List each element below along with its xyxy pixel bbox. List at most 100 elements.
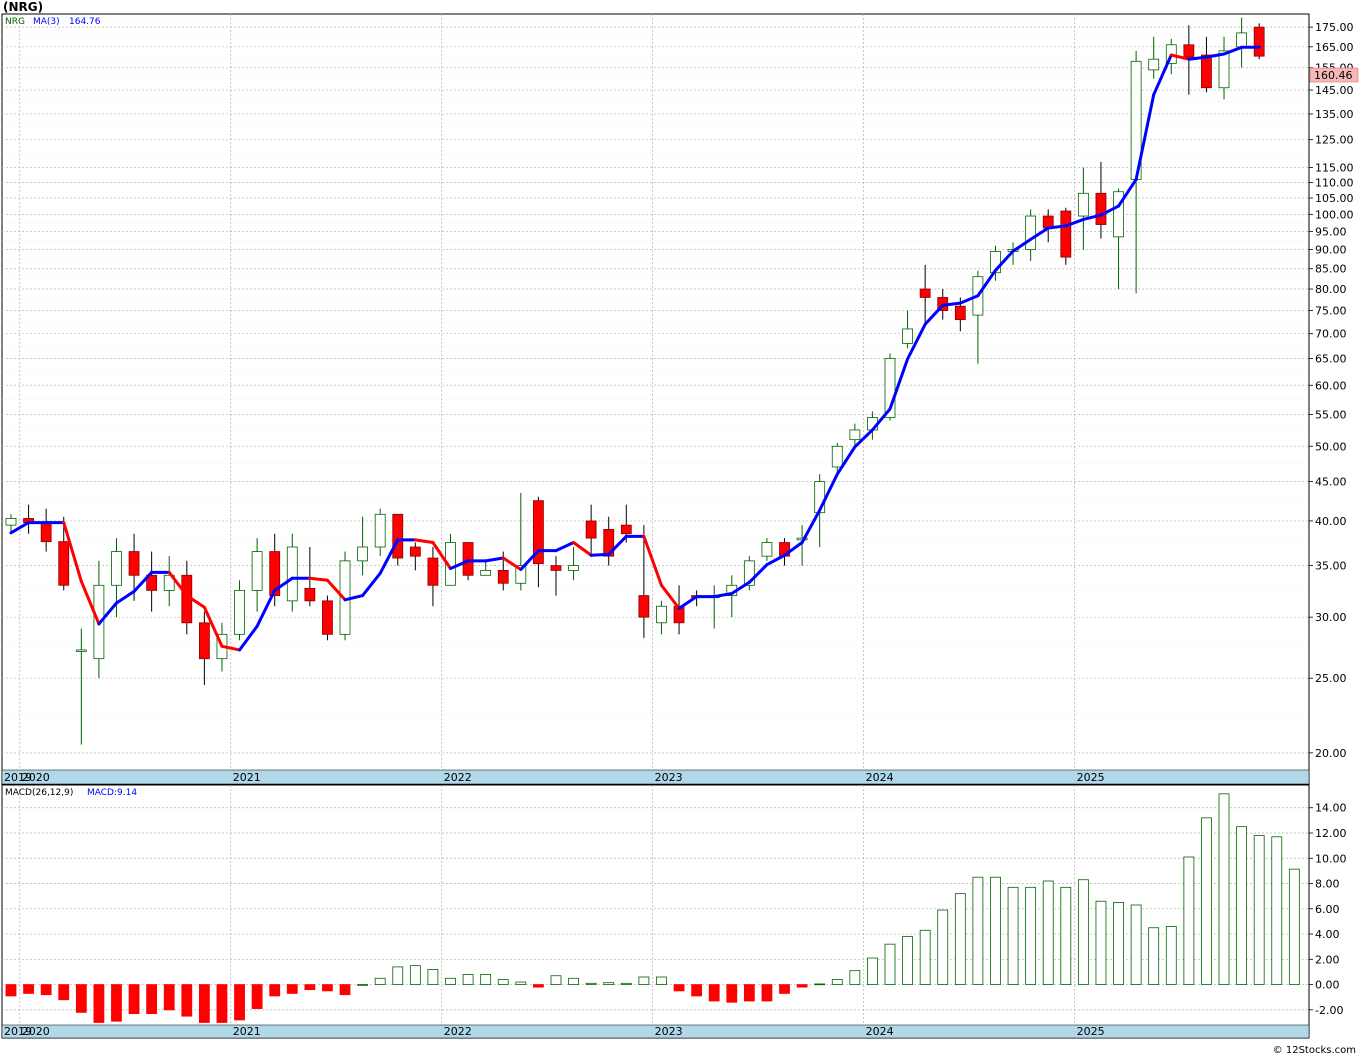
year-label: 2022 xyxy=(444,771,472,784)
macd-bar-positive xyxy=(1025,886,1037,985)
price-tick-label: 165.00 xyxy=(1315,41,1354,54)
candle-up xyxy=(357,546,369,562)
macd-y-axis: 14.00 12.00 10.00 8.00 6.00 4.00 2.00 0.00 -2.00 xyxy=(1309,802,1347,1017)
macd-bar-positive xyxy=(1042,880,1054,985)
macd-year-label: 2021 xyxy=(233,1025,261,1038)
ma-segment xyxy=(853,428,874,449)
macd-tick-label: -2.00 xyxy=(1315,1004,1343,1017)
ma-segment xyxy=(783,541,804,557)
price-tick-label: 85.00 xyxy=(1315,263,1347,276)
macd-bar-negative xyxy=(234,984,245,1021)
candle-down xyxy=(533,500,544,565)
price-tick-label: 35.00 xyxy=(1315,560,1347,573)
last-price-label: 160.46 xyxy=(1314,69,1353,82)
candle-up xyxy=(849,429,861,441)
price-tick-label: 125.00 xyxy=(1315,134,1354,147)
candle-up xyxy=(234,589,245,635)
macd-bar-negative xyxy=(779,984,790,994)
ma-segment xyxy=(800,508,822,545)
macd-legend-label: MACD(26,12,9) xyxy=(5,788,73,798)
macd-bar-negative xyxy=(304,984,316,991)
macd-bar-positive xyxy=(656,976,667,985)
macd-bar-negative xyxy=(93,984,105,1023)
macd-year-label: 2020 xyxy=(22,1025,50,1038)
ma-segment xyxy=(273,576,294,592)
candle-up xyxy=(111,551,122,586)
macd-bar-positive xyxy=(620,982,632,985)
ma-segment xyxy=(255,588,277,628)
macd-bar-positive xyxy=(480,974,492,985)
macd-bar-negative xyxy=(269,984,281,997)
ma-segment xyxy=(747,563,769,584)
macd-tick-label: 2.00 xyxy=(1315,953,1340,966)
ma-segment xyxy=(554,541,576,553)
macd-bar-negative xyxy=(673,984,685,992)
ma-segment xyxy=(835,445,857,476)
ma-segment xyxy=(765,553,787,567)
ma-segment xyxy=(97,601,118,626)
ma-segment xyxy=(607,534,628,556)
candle-up xyxy=(75,649,87,652)
year-label: 2021 xyxy=(233,771,261,784)
candle-down xyxy=(620,524,632,535)
ma-segment xyxy=(62,521,83,583)
macd-bar-positive xyxy=(638,976,650,985)
ma-segment xyxy=(501,556,523,571)
candle-down xyxy=(954,305,966,321)
macd-bar-positive xyxy=(814,983,826,986)
price-tick-label: 100.00 xyxy=(1315,208,1354,221)
macd-bar-positive xyxy=(1060,886,1072,985)
macd-bar-negative xyxy=(761,984,773,1002)
price-tick-label: 45.00 xyxy=(1315,476,1347,489)
macd-bar-positive xyxy=(1201,817,1212,985)
candle-down xyxy=(58,541,70,586)
candle-up xyxy=(743,560,755,586)
candle-down xyxy=(585,520,597,539)
year-label: 2023 xyxy=(655,771,683,784)
ma-segment xyxy=(9,521,31,535)
candle-up xyxy=(831,445,843,468)
ma-segment xyxy=(1169,53,1191,61)
year-label: 2024 xyxy=(866,771,894,784)
ma-segment xyxy=(413,538,435,545)
macd-tick-label: 12.00 xyxy=(1315,827,1347,840)
price-tick-label: 75.00 xyxy=(1315,305,1347,318)
macd-bar-positive xyxy=(550,975,562,985)
ma-segment xyxy=(712,592,734,599)
legend-symbol: NRG xyxy=(5,17,25,27)
macd-bar-positive xyxy=(902,936,913,985)
price-tick-label: 175.00 xyxy=(1315,21,1354,34)
ma-segment xyxy=(167,570,189,598)
macd-bar-positive xyxy=(1218,793,1230,985)
macd-bar-negative xyxy=(23,984,34,994)
price-tick-label: 50.00 xyxy=(1315,440,1347,453)
ma-segment xyxy=(730,580,751,596)
ma-segment xyxy=(519,549,540,571)
candle-down xyxy=(198,622,210,660)
price-tick-label: 135.00 xyxy=(1315,108,1354,121)
ma-segment xyxy=(1064,217,1085,228)
candle-down xyxy=(269,551,281,596)
macd-bar-positive xyxy=(585,982,597,985)
ma-segment xyxy=(79,579,101,626)
macd-tick-label: 4.00 xyxy=(1315,928,1340,941)
ma-segment xyxy=(1152,53,1173,97)
macd-bar-negative xyxy=(111,984,122,1022)
candle-down xyxy=(304,587,316,602)
macd-bar-negative xyxy=(743,984,755,1002)
price-tick-label: 25.00 xyxy=(1315,672,1347,685)
ma-segment xyxy=(1117,177,1138,208)
macd-bar-positive xyxy=(954,893,966,985)
candle-up xyxy=(1236,32,1247,48)
macd-bar-positive xyxy=(1130,904,1142,985)
ma-segment xyxy=(1081,213,1103,221)
ma-segment xyxy=(1222,45,1244,56)
macd-bar-positive xyxy=(849,970,861,985)
ma-segment xyxy=(642,534,663,587)
ma-segment xyxy=(993,249,1015,272)
macd-bar-negative xyxy=(339,984,351,996)
ma-segment xyxy=(238,624,259,652)
candle-up xyxy=(1148,58,1160,71)
price-tick-label: 80.00 xyxy=(1315,283,1347,296)
macd-bar-positive xyxy=(1271,836,1283,985)
